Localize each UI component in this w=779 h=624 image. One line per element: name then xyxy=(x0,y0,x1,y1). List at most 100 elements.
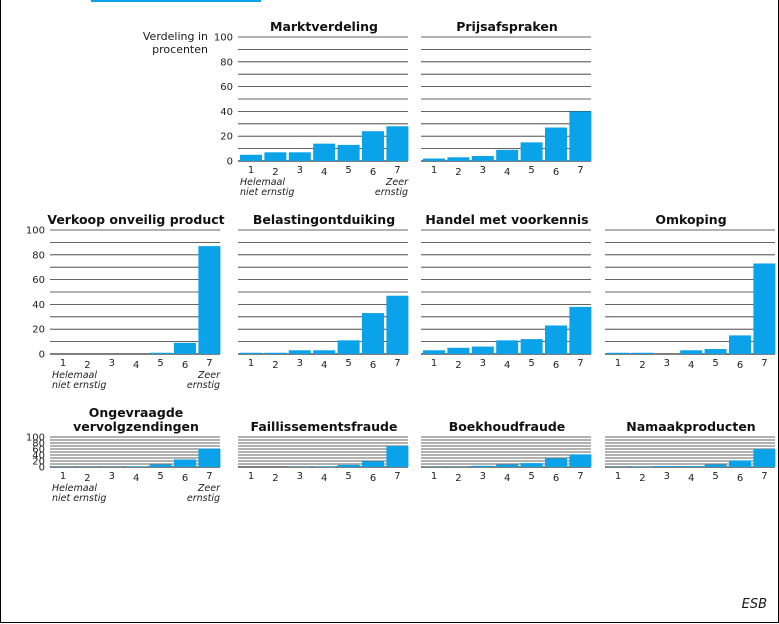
category-label: 3 xyxy=(297,358,303,369)
end-label-left: niet ernstig xyxy=(52,380,106,391)
panel-title: Handel met voorkennis xyxy=(425,212,588,227)
category-label: 4 xyxy=(688,360,694,371)
bar xyxy=(337,340,360,354)
category-label: 7 xyxy=(394,165,400,176)
bar xyxy=(337,144,360,161)
end-label-right: Zeer xyxy=(197,370,221,381)
panel-title: Boekhoudfraude xyxy=(449,419,566,434)
y-tick-label: 0 xyxy=(39,350,45,361)
category-label: 2 xyxy=(639,360,645,371)
category-label: 5 xyxy=(712,358,718,369)
category-label: 1 xyxy=(431,471,437,482)
category-label: 6 xyxy=(370,360,376,371)
category-label: 3 xyxy=(664,358,670,369)
category-label: 7 xyxy=(206,358,212,369)
category-label: 5 xyxy=(345,358,351,369)
category-label: 5 xyxy=(345,471,351,482)
bar xyxy=(496,340,519,354)
bar xyxy=(520,463,543,467)
category-label: 3 xyxy=(109,471,115,482)
category-label: 7 xyxy=(394,358,400,369)
bar xyxy=(174,342,196,354)
category-label: 5 xyxy=(528,165,534,176)
bar xyxy=(704,349,727,354)
bar xyxy=(174,459,196,467)
category-label: 4 xyxy=(688,473,694,484)
panel-title: vervolgzendingen xyxy=(73,419,199,434)
bar xyxy=(545,127,567,161)
category-label: 7 xyxy=(206,471,212,482)
category-label: 1 xyxy=(248,471,254,482)
category-label: 6 xyxy=(370,167,376,178)
bar xyxy=(631,466,654,467)
panel-title: Namaakproducten xyxy=(626,419,755,434)
bar xyxy=(471,465,494,467)
category-label: 6 xyxy=(182,473,188,484)
bar xyxy=(753,263,776,354)
panel-title: Prijsafspraken xyxy=(456,19,558,34)
bar xyxy=(680,466,703,467)
bar xyxy=(313,466,336,467)
bar xyxy=(471,156,494,161)
bar xyxy=(198,246,221,354)
category-label: 1 xyxy=(431,165,437,176)
category-label: 2 xyxy=(455,167,461,178)
bar xyxy=(496,464,519,467)
bar xyxy=(240,154,262,161)
bar xyxy=(655,466,678,467)
bar xyxy=(362,131,384,161)
category-label: 3 xyxy=(297,165,303,176)
y-tick-label: 40 xyxy=(32,451,45,462)
bar xyxy=(447,347,470,354)
category-label: 5 xyxy=(712,471,718,482)
category-label: 2 xyxy=(455,360,461,371)
y-tick-label: 100 xyxy=(26,433,45,444)
y-tick-label: 20 xyxy=(32,457,45,468)
y-tick-label: 20 xyxy=(32,325,45,336)
category-label: 6 xyxy=(182,360,188,371)
end-label-left: niet ernstig xyxy=(240,187,294,198)
bar xyxy=(569,306,592,354)
category-label: 4 xyxy=(504,360,510,371)
end-label-left: niet ernstig xyxy=(52,493,106,504)
bar xyxy=(520,142,543,161)
category-label: 7 xyxy=(761,358,767,369)
bar xyxy=(198,448,221,467)
y-tick-label: 80 xyxy=(32,250,45,261)
y-tick-label: 60 xyxy=(32,445,45,456)
category-label: 4 xyxy=(133,473,139,484)
end-label-right: ernstig xyxy=(187,380,220,391)
category-label: 6 xyxy=(370,473,376,484)
category-label: 5 xyxy=(528,358,534,369)
panel-title: Ongevraagde xyxy=(89,405,184,420)
category-label: 4 xyxy=(504,473,510,484)
category-label: 6 xyxy=(737,360,743,371)
category-label: 1 xyxy=(60,471,66,482)
bar xyxy=(125,466,148,467)
end-label-left: Helemaal xyxy=(52,483,97,494)
bar xyxy=(288,350,311,354)
category-label: 3 xyxy=(480,471,486,482)
y-tick-label: 100 xyxy=(214,33,233,44)
category-label: 3 xyxy=(664,471,670,482)
category-label: 6 xyxy=(737,473,743,484)
panel-title: Belastingontduiking xyxy=(253,212,395,227)
bar xyxy=(520,339,543,354)
bar xyxy=(423,350,445,354)
category-label: 5 xyxy=(528,471,534,482)
bar xyxy=(149,352,172,354)
category-label: 1 xyxy=(615,358,621,369)
bar xyxy=(264,352,287,354)
bar xyxy=(680,350,703,354)
category-label: 3 xyxy=(109,358,115,369)
y-tick-label: 60 xyxy=(220,82,233,93)
figure-title-strip xyxy=(91,0,261,2)
category-label: 2 xyxy=(272,167,278,178)
y-tick-label: 100 xyxy=(26,226,45,237)
category-label: 3 xyxy=(297,471,303,482)
bar xyxy=(337,464,360,467)
bar xyxy=(631,352,654,354)
category-label: 5 xyxy=(345,165,351,176)
bar xyxy=(545,458,567,467)
